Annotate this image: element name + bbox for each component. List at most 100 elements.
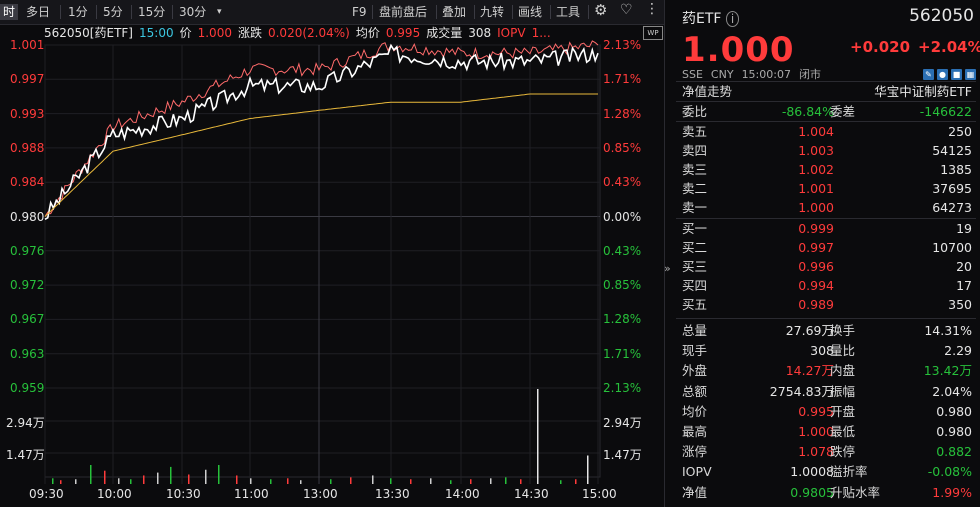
volume-bar [520,479,522,484]
tab-row: 净值走势 华宝中证制药ETF [682,82,972,101]
volume-bar [430,478,432,484]
volume-tick-label: 2.94万 [6,416,45,430]
stat-row: 现手 308 量比 2.29 [682,343,972,359]
pct-tick-label: 1.71% [603,346,642,361]
stat-row: 总量 27.69万 换手 14.31% [682,323,972,338]
tab-fund-name[interactable]: 华宝中证制药ETF [874,84,972,99]
bid-row[interactable]: 买三 0.996 20 [682,259,972,274]
security-name: 562050[药ETF] [44,26,133,40]
time-tick-label: 14:30 [514,487,549,501]
intraday-chart[interactable] [0,0,664,507]
more-icon[interactable]: ⋮ [645,1,659,17]
f9-button[interactable]: F9 [352,5,367,19]
time-tick-label: 09:30 [29,487,64,501]
stat-row: IOPV 1.0008 溢折率 -0.08% [682,464,972,480]
heart-icon[interactable]: ♡ [620,2,633,18]
change-label: 涨跌 [237,26,262,40]
stat-row: 最高 1.000 最低 0.980 [682,424,972,439]
volume-bar [372,475,374,484]
chart-toolbar: 时 多日 1分 5分 15分 30分 ▾ F9 盘前盘后 叠加 九转 画线 工具… [0,0,664,25]
price-label: 价 [179,26,192,40]
pct-tick-label: 0.85% [603,140,642,155]
tools-button[interactable]: 工具 [556,5,581,19]
volume-bar [60,480,62,484]
pct-tick-label: 2.13% [603,38,642,52]
time-tick-label: 13:00 [303,487,338,501]
user-icon[interactable]: ● [937,69,948,80]
info-icon[interactable]: i [725,11,740,27]
overlay-button[interactable]: 叠加 [442,5,467,19]
gear-icon[interactable]: ⚙ [594,1,608,19]
tab-nav-trend[interactable]: 净值走势 [682,84,733,99]
lock-icon[interactable]: ■ [951,69,962,80]
volume-bar [537,389,539,484]
volume-tick-label: 1.47万 [6,448,45,462]
period-dropdown-icon[interactable]: ▾ [217,7,222,17]
time-tick-label: 14:00 [445,487,480,501]
time-tick-label: 10:30 [166,487,201,501]
quote-time: 15:00 [139,26,174,40]
pct-tick-label: 2.13% [603,381,642,395]
volume-bar [270,479,272,484]
volume-bar [587,455,589,484]
panel-price: 1.000 [682,30,795,70]
price-tick-label: 0.997 [10,72,45,87]
volume-bar [170,466,172,484]
bid-row[interactable]: 买五 0.989 350 [682,297,972,312]
edit-icon[interactable]: ✎ [923,69,934,80]
ask-row[interactable]: 卖一 1.000 64273 [682,200,972,215]
time-tick-label: 15:00 [582,487,617,501]
volume-bar [90,465,92,484]
grid-icon[interactable]: ▦ [965,69,976,80]
volume-bar [470,479,472,484]
time-tick-label: 11:00 [234,487,269,501]
price-tick-label: 0.984 [10,175,45,190]
price-tick-label: 0.959 [10,381,45,395]
avg-price-line [44,93,598,217]
iopv-value: 1... [531,26,551,40]
price-tick-label: 0.963 [10,346,45,361]
price-tick-label: 1.001 [10,38,45,52]
bid-row[interactable]: 买一 0.999 19 [682,221,972,236]
tab-1min[interactable]: 1分 [68,5,88,19]
volume-bar [575,479,577,484]
volume-bar [236,475,238,484]
volume-bar [450,480,452,484]
ask-row[interactable]: 卖五 1.004 250 [682,124,972,139]
tab-intraday[interactable]: 时 [0,4,19,20]
pct-tick-label: 0.00% [603,209,642,224]
tab-30min[interactable]: 30分 [179,5,207,19]
price-tick-label: 0.976 [10,243,45,258]
collapse-panel-icon[interactable]: » [664,262,671,275]
panel-meta: SSE CNY 15:00:07 闭市 [682,68,821,81]
high-line [44,40,599,217]
bid-row[interactable]: 买四 0.994 17 [682,278,972,293]
ask-row[interactable]: 卖三 1.002 1385 [682,162,972,177]
ask-row[interactable]: 卖四 1.003 54125 [682,143,972,158]
volume-bar [52,478,54,484]
volume-bar [205,469,207,484]
time-tick-label: 13:30 [375,487,410,501]
pct-tick-label: 0.43% [603,175,642,190]
premarket-button[interactable]: 盘前盘后 [379,5,428,19]
tab-5min[interactable]: 5分 [103,5,123,19]
nine-turn-button[interactable]: 九转 [480,5,505,19]
quote-info-bar: 562050[药ETF] 15:00 价 1.000 涨跌 0.020(2.04%) 均价 0… [44,24,557,42]
tab-15min[interactable]: 15分 [138,5,166,19]
volume-bar [118,478,120,484]
pct-tick-label: 0.85% [603,278,642,293]
bid-row[interactable]: 买二 0.997 10700 [682,240,972,255]
quote-panel [664,0,980,507]
avg-value: 0.995 [385,26,421,40]
wp-badge-icon[interactable]: WP [643,26,663,40]
volume-bar [490,478,492,484]
tab-multiday[interactable]: 多日 [26,5,51,19]
ask-row[interactable]: 卖二 1.001 37695 [682,181,972,196]
pct-tick-label: 0.43% [603,243,642,258]
weibi-row: 委比 -86.84% 委差 -146622 [682,104,972,119]
volume-bar [157,472,159,484]
panel-code: 562050 [909,6,974,26]
volume-bar [75,479,77,484]
draw-line-button[interactable]: 画线 [518,5,543,19]
price-tick-label: 0.972 [10,278,45,293]
